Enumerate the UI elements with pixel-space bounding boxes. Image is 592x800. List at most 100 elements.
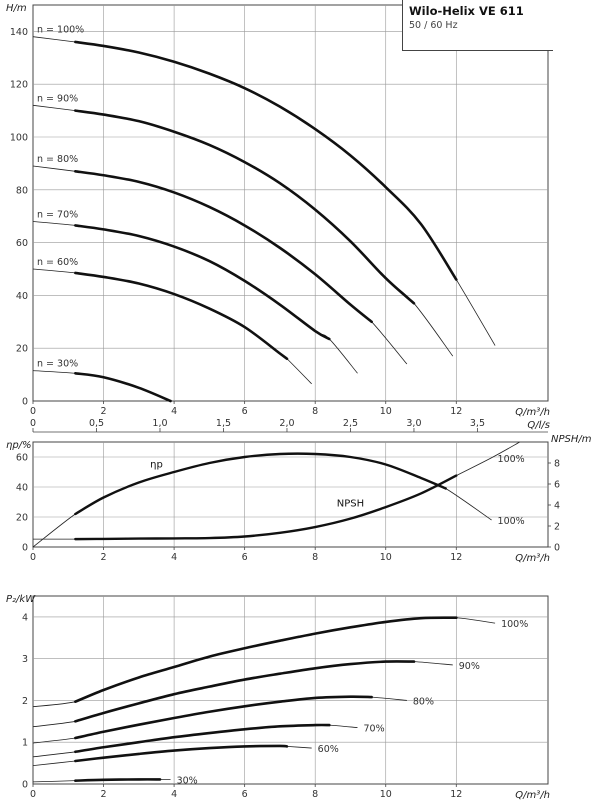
power-curve-label: 30%: [177, 775, 198, 786]
eff-y-axis-label: ηp/%: [6, 440, 32, 451]
power-ytick-label: 0: [22, 780, 28, 791]
power-curve-label: 70%: [364, 724, 385, 735]
head-curve-thin: [32, 370, 171, 402]
npsh-series-label: NPSH: [337, 499, 364, 510]
power-curve-thin: [32, 616, 496, 708]
eff-frame: [32, 441, 549, 548]
head-curve-bold: [74, 271, 289, 361]
head-frame: [32, 4, 549, 402]
flow-ls-axis-label: Q/l/s: [527, 420, 550, 431]
head-curve-label: n = 60%: [37, 257, 78, 268]
power-x-axis-label: Q/m³/h: [515, 790, 550, 800]
eff-xtick-label: 4: [171, 552, 177, 563]
power-curve-bold: [74, 695, 373, 740]
eff-ytick-right-label: 6: [554, 480, 560, 491]
head-ytick-label: 20: [16, 344, 28, 355]
head-curve-label: n = 30%: [37, 359, 78, 370]
power-ytick-label: 3: [22, 654, 28, 665]
power-ytick-label: 4: [22, 612, 28, 623]
head-curve-label: n = 70%: [37, 209, 78, 220]
head-ytick-label: 140: [10, 27, 28, 38]
power-curve-label: 60%: [318, 744, 339, 755]
eff-ytick-right-label: 8: [554, 459, 560, 470]
efficiency-curve-bold: [74, 452, 447, 516]
power-curve-label: 90%: [459, 661, 480, 672]
power-xtick-label: 12: [450, 789, 462, 800]
eff-xtick-label: 0: [30, 552, 36, 563]
head-y-axis-label: H/m: [6, 3, 27, 14]
flow-ls-tick-label: 1,0: [152, 418, 167, 429]
head-xtick-label: 2: [101, 406, 107, 417]
power-xtick-label: 2: [101, 789, 107, 800]
head-curve-thin: [32, 36, 496, 346]
head-ytick-label: 0: [22, 397, 28, 408]
chart-subtitle: 50 / 60 Hz: [409, 20, 458, 31]
head-curve-label: n = 80%: [37, 154, 78, 165]
power-curve-bold: [74, 616, 458, 703]
power-curve-bold: [74, 744, 289, 763]
power-xtick-label: 10: [380, 789, 392, 800]
head-xtick-label: 12: [450, 406, 462, 417]
eff-ytick-label: 20: [16, 513, 28, 524]
efficiency-curve-thin: [32, 453, 492, 548]
head-xtick-label: 4: [171, 406, 177, 417]
npsh-end-label: 100%: [498, 454, 525, 465]
head-curve-thin: [32, 165, 408, 365]
power-frame: [32, 595, 549, 785]
head-xtick-label: 6: [242, 406, 248, 417]
power-ytick-label: 1: [22, 738, 28, 749]
eff-ytick-right-label: 0: [554, 543, 560, 554]
head-ytick-label: 40: [16, 291, 28, 302]
head-curve-bold: [74, 40, 458, 281]
eff-ytick-right-label: 2: [554, 522, 560, 533]
eff-xtick-label: 10: [380, 552, 392, 563]
eff-y-axis-right-label: NPSH/m: [551, 434, 592, 445]
efficiency-series-label: ηp: [150, 459, 163, 470]
efficiency-end-label: 100%: [498, 516, 525, 527]
eff-ytick-label: 40: [16, 483, 28, 494]
head-xtick-label: 8: [312, 406, 318, 417]
head-ytick-label: 100: [10, 133, 28, 144]
eff-x-axis-label: Q/m³/h: [515, 553, 550, 564]
head-curve-thin: [32, 221, 358, 374]
power-curve-bold: [74, 660, 416, 723]
head-curve-thin: [32, 104, 454, 357]
power-xtick-label: 8: [312, 789, 318, 800]
power-y-axis-label: P₂/kW: [6, 594, 36, 605]
head-curve-label: n = 100%: [37, 25, 84, 36]
flow-ls-tick-label: 0,5: [89, 418, 104, 429]
flow-ls-tick-label: 2,0: [279, 418, 294, 429]
flow-ls-tick-label: 0: [30, 418, 36, 429]
power-xtick-label: 0: [30, 789, 36, 800]
flow-ls-tick-label: 3,0: [406, 418, 421, 429]
power-curve-thin: [32, 745, 312, 767]
chart-title: Wilo-Helix VE 611: [409, 4, 524, 18]
head-xtick-label: 0: [30, 406, 36, 417]
head-ytick-label: 120: [10, 80, 28, 91]
head-curve-label: n = 90%: [37, 93, 78, 104]
head-curve-bold: [74, 224, 331, 341]
power-curve-bold: [74, 723, 331, 754]
head-curve-bold: [74, 371, 172, 403]
head-x-axis-label: Q/m³/h: [515, 407, 550, 418]
power-xtick-label: 6: [242, 789, 248, 800]
power-curve-label: 80%: [413, 696, 434, 707]
head-xtick-label: 10: [380, 406, 392, 417]
eff-ytick-label: 0: [22, 543, 28, 554]
head-ytick-label: 60: [16, 238, 28, 249]
eff-xtick-label: 2: [101, 552, 107, 563]
head-ytick-label: 80: [16, 185, 28, 196]
power-ytick-label: 2: [22, 696, 28, 707]
flow-ls-tick-label: 3,5: [470, 418, 485, 429]
eff-ytick-right-label: 4: [554, 501, 560, 512]
eff-ytick-label: 60: [16, 453, 28, 464]
eff-xtick-label: 6: [242, 552, 248, 563]
head-curve-bold: [74, 170, 373, 324]
power-curve-bold: [74, 778, 162, 782]
power-xtick-label: 4: [171, 789, 177, 800]
flow-ls-tick-label: 2,5: [343, 418, 358, 429]
eff-xtick-label: 8: [312, 552, 318, 563]
power-curve-label: 100%: [501, 619, 528, 630]
head-curve-bold: [74, 109, 416, 305]
